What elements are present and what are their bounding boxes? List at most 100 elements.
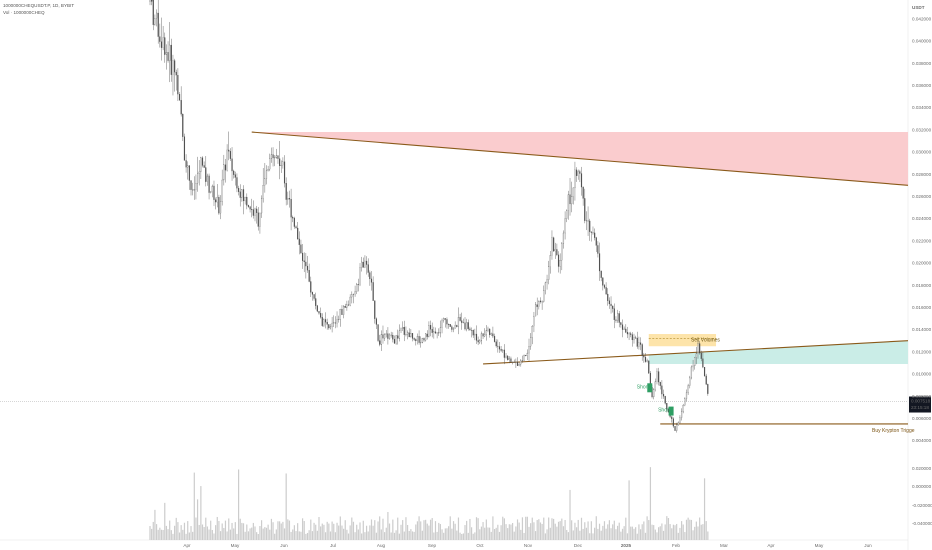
candle-up [241,189,243,198]
candle-down [539,300,542,303]
short-marker-2 [668,406,674,416]
volume-bar [521,517,524,540]
volume-bar [557,521,560,540]
candle-down [288,198,291,200]
candle-up [551,237,553,256]
candles-group [149,0,709,540]
candle-down [644,357,647,362]
volume-bar [241,522,243,540]
candle-down [456,325,458,327]
candle-down [305,261,307,267]
candle-down [451,326,453,330]
candle-down [300,244,302,254]
currency-label: USDT [912,5,925,10]
volume-title[interactable]: Vol · 1000000CHEQ [3,10,45,15]
volume-bar [503,518,505,540]
volume-bar [635,527,637,540]
candle-down [324,319,327,323]
candle-down [444,318,446,320]
volume-bar [518,522,520,540]
volume-bar [413,531,415,540]
symbol-title[interactable]: 1000000CHEQUSDT.P, 1D, BYBIT [3,3,75,8]
y-tick-label: 0.038000 [912,61,932,66]
volume-bar [470,527,473,540]
candle-down [498,346,501,350]
support-zone [648,340,908,364]
volume-bar [323,524,325,540]
volume-bar [164,502,166,540]
candle-up [690,366,693,379]
sell-volumes-label: Sell Volumes [691,337,720,343]
volume-bar [316,530,318,540]
candle-down [536,304,538,307]
volume-bar [534,531,537,540]
candle-down [393,339,396,344]
volume-bar [461,533,463,540]
candle-up [646,360,648,362]
x-tick-label: Feb [672,543,680,548]
candle-down [702,358,704,368]
candle-up [407,332,409,335]
volume-bar [162,529,164,540]
candle-up [338,319,340,320]
candle-down [703,367,706,377]
candle-up [169,44,171,61]
volume-bar [375,532,378,540]
volume-bar [556,526,558,540]
volume-bar [628,480,630,540]
candle-down [584,198,586,221]
candle-up [549,255,551,267]
candle-down [589,220,591,232]
volume-bar [387,511,389,540]
candle-up [689,377,691,386]
candle-down [556,249,558,256]
candle-down [705,375,707,385]
volume-bar [684,532,686,540]
volume-bar [653,525,655,540]
volume-bar [195,517,197,540]
volume-bar [574,522,576,540]
candle-up [564,218,566,234]
volume-bar [336,522,338,540]
volume-bar [623,526,625,540]
candle-up [679,417,681,423]
volume-bar [457,517,460,540]
volume-bar [410,529,412,540]
volume-bar [613,520,615,540]
candle-down [626,332,629,335]
candle-up [428,325,430,337]
candle-up [543,290,545,302]
candle-up [356,284,358,292]
candle-up [457,317,460,327]
volume-bar [425,519,427,540]
volume-bar [446,528,448,540]
candle-up [695,353,697,358]
volume-bar [659,526,661,540]
volume-bar [277,521,279,540]
candle-up [681,411,683,418]
candle-down [238,188,240,192]
candle-down [370,278,373,283]
volume-bar [484,527,486,540]
candle-down [674,426,676,431]
candle-up [654,381,656,390]
volume-bar [702,524,704,540]
candle-down [672,418,674,427]
x-tick-label: Jun [280,543,288,548]
candle-up [548,266,550,280]
candle-down [576,169,578,176]
volume-bar [428,525,430,540]
candle-down [595,237,597,246]
candle-down [190,180,192,190]
candle-up [559,260,561,267]
candle-up [554,249,556,252]
candle-up [567,194,569,211]
candle-down [188,165,190,181]
x-tick-label: Mar [720,543,728,548]
volume-bar [287,519,289,540]
candle-down [620,322,622,325]
volume-bar [400,524,402,540]
candle-down [152,0,154,25]
